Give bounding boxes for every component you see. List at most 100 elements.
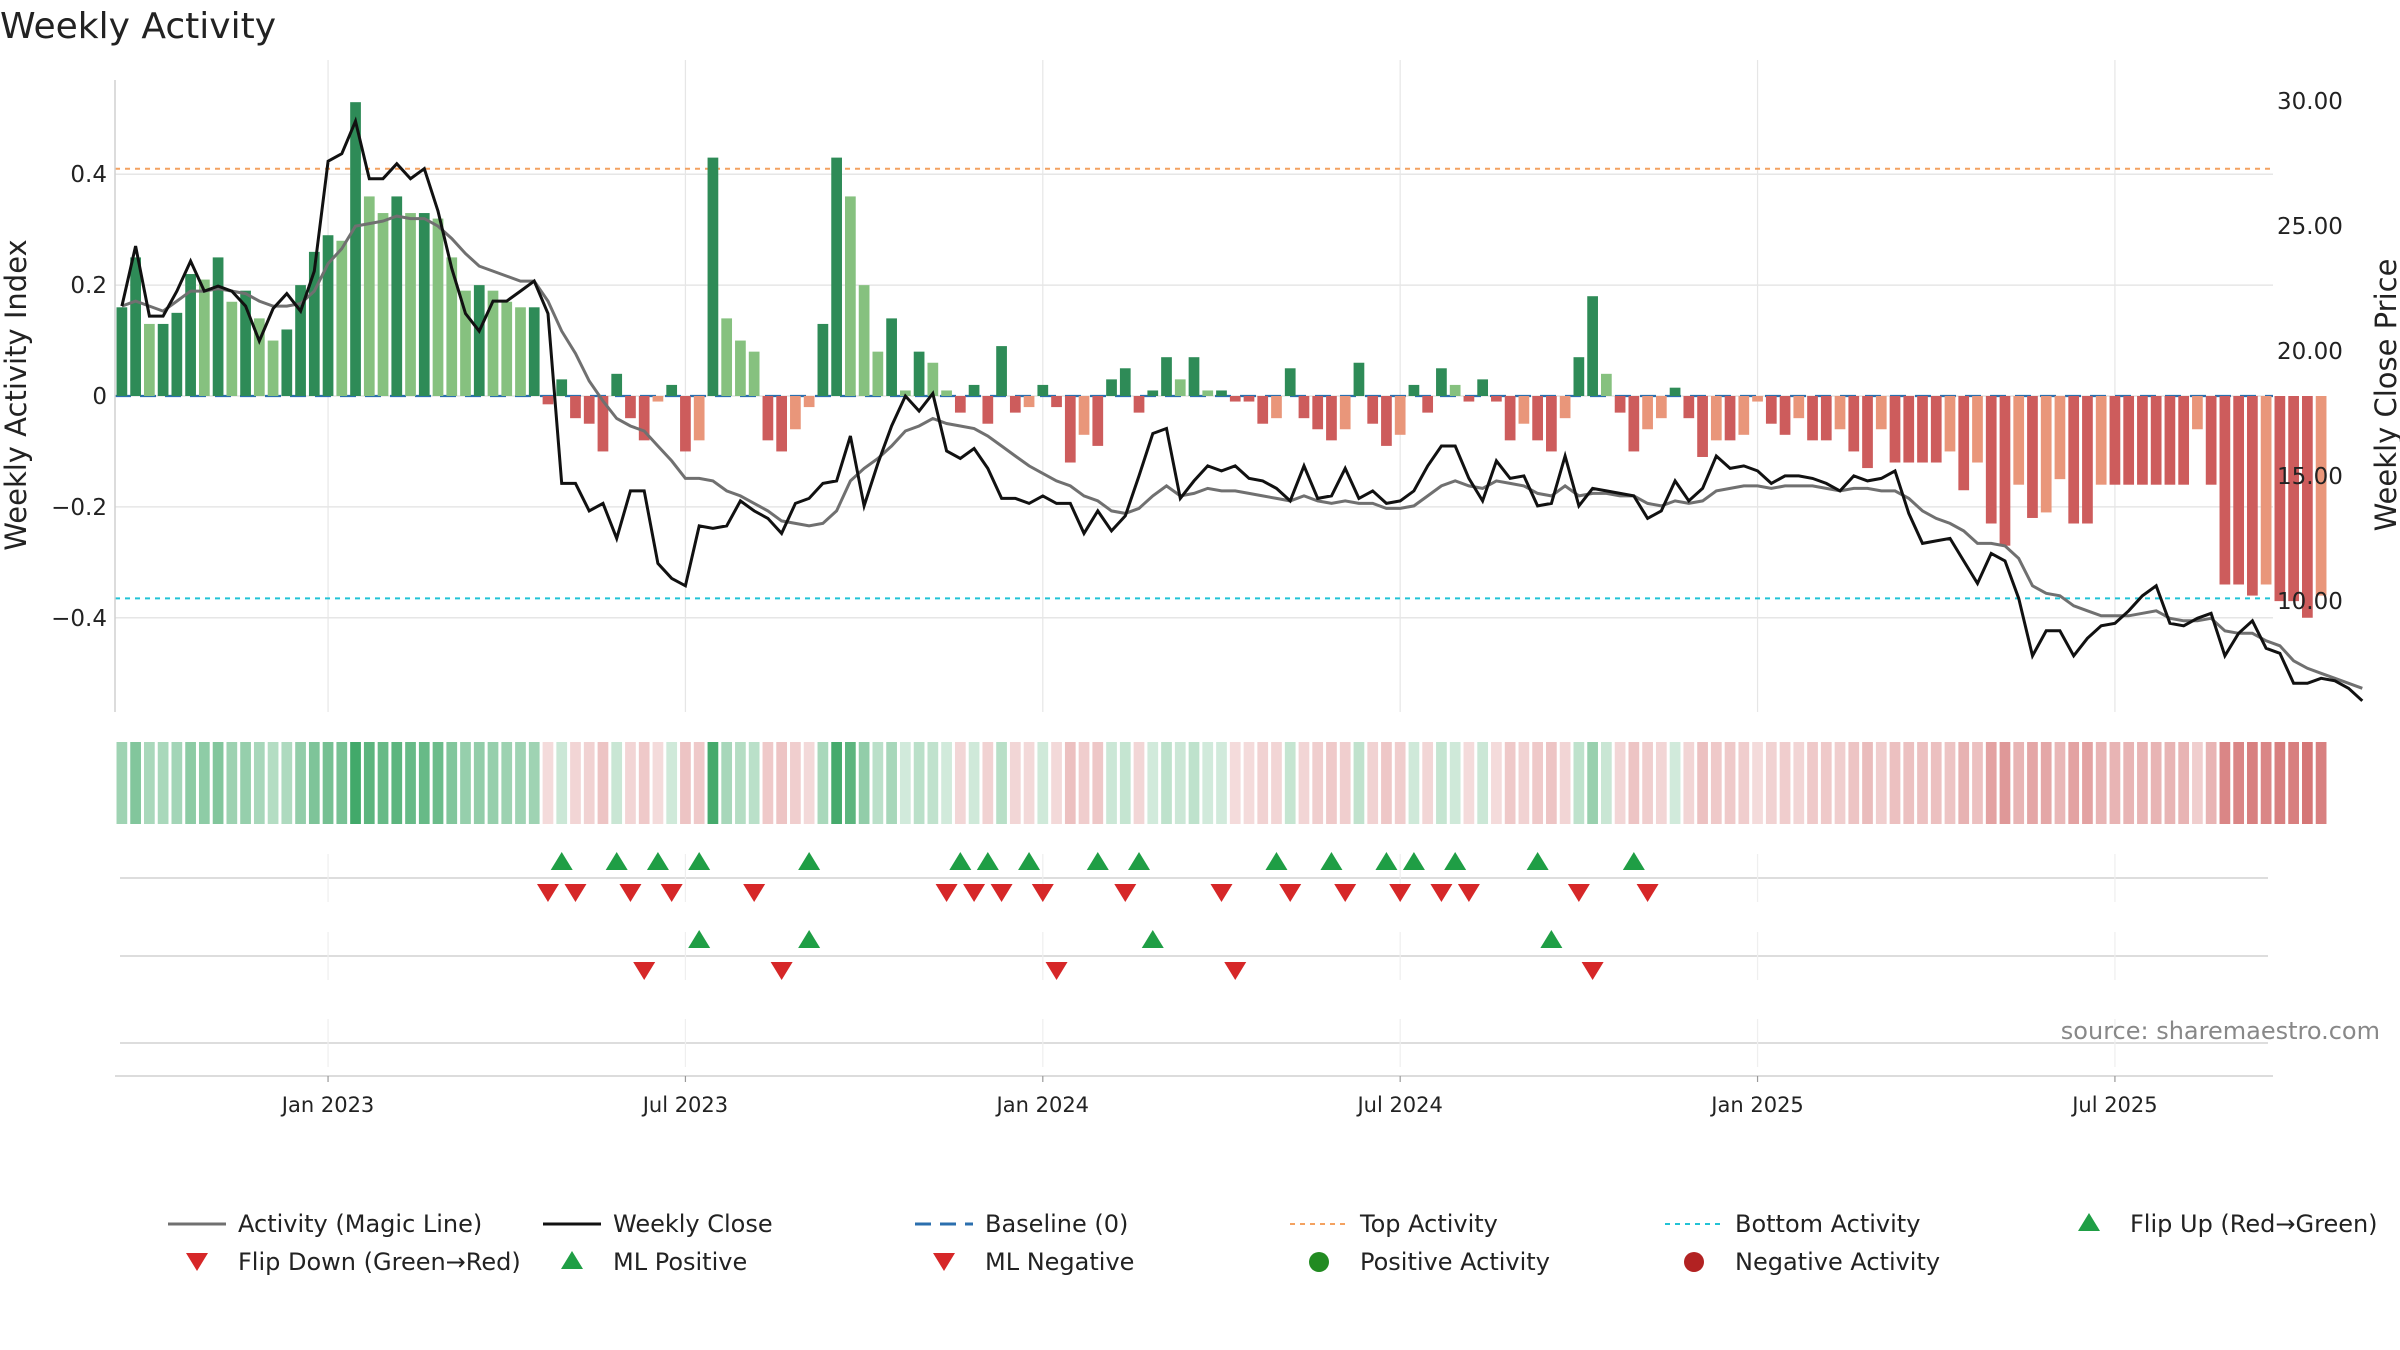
activity-bar [872, 351, 884, 396]
heat-cell [556, 742, 568, 824]
activity-bar [2068, 396, 2080, 524]
heat-cell [1710, 742, 1722, 824]
legend-label: Negative Activity [1735, 1248, 1940, 1276]
heat-cell [2247, 742, 2258, 824]
left-tick-label: 0 [92, 384, 107, 410]
chart-title: Weekly Activity [0, 6, 276, 47]
activity-bar [1683, 396, 1695, 419]
activity-bar [2192, 396, 2203, 430]
heat-cell [583, 742, 595, 824]
heat-cell [2040, 742, 2052, 824]
activity-bar [1958, 396, 1970, 491]
activity-bar [542, 396, 554, 405]
heat-cell [1820, 742, 1832, 824]
activity-bar [927, 362, 939, 396]
flip-up-marker [550, 852, 573, 870]
heat-cell [1683, 742, 1695, 824]
heat-cell [1312, 742, 1324, 824]
heat-cell [597, 742, 609, 824]
activity-bar [1889, 396, 1901, 463]
activity-bar [2082, 396, 2093, 524]
activity-bar [1023, 396, 1035, 408]
activity-bar [308, 251, 320, 396]
activity-bar [391, 196, 403, 396]
activity-bar [680, 396, 691, 452]
activity-bar [803, 396, 815, 408]
heat-cell [2302, 742, 2313, 824]
right-tick-label: 10.00 [2277, 589, 2343, 615]
activity-bar [2260, 396, 2272, 585]
activity-bar [1326, 396, 1337, 441]
activity-bar [198, 279, 210, 396]
heat-cell [528, 742, 540, 824]
activity-bar [1779, 396, 1791, 435]
heat-cell [1202, 742, 1214, 824]
activity-bar [954, 396, 966, 413]
heat-cell [803, 742, 815, 824]
activity-bar [240, 290, 251, 396]
heat-cell [1229, 742, 1241, 824]
activity-bar [2109, 396, 2121, 485]
activity-bar [2178, 396, 2190, 485]
activity-bar [144, 323, 155, 396]
heat-cell [1449, 742, 1461, 824]
flip-down-marker [1430, 884, 1453, 902]
heat-cell [954, 742, 966, 824]
activity-bar [2123, 396, 2135, 485]
flip-up-marker [1622, 852, 1645, 870]
activity-bar [2164, 396, 2176, 485]
flip-down-marker [1636, 884, 1659, 902]
heat-cell [2027, 742, 2038, 824]
activity-bar [418, 213, 430, 396]
heat-cell [1807, 742, 1818, 824]
activity-bar [1862, 396, 1873, 469]
heat-cell [858, 742, 870, 824]
heat-cell [1463, 742, 1475, 824]
activity-bar [1491, 396, 1502, 402]
heat-cell [1381, 742, 1392, 824]
ml-positive-marker [1141, 930, 1164, 948]
activity-bar [405, 213, 416, 396]
flip-down-marker [1389, 884, 1412, 902]
flip-up-marker [1375, 852, 1398, 870]
heat-cell [2013, 742, 2025, 824]
heat-cell [2274, 742, 2286, 824]
heat-cell [144, 742, 155, 824]
activity-bar [1504, 396, 1516, 441]
flip-up-marker [1444, 852, 1467, 870]
legend-label: Bottom Activity [1735, 1210, 1920, 1238]
activity-bar [253, 318, 265, 396]
activity-bar [721, 318, 733, 396]
heat-cell [405, 742, 416, 824]
activity-bar [1985, 396, 1997, 524]
heat-cell [2068, 742, 2080, 824]
heat-cell [1532, 742, 1543, 824]
heat-cell [1518, 742, 1530, 824]
activity-bar [185, 274, 196, 396]
flip-down-marker [990, 884, 1013, 902]
legend-down-triangle-icon [933, 1253, 955, 1271]
heat-cell [1119, 742, 1131, 824]
heat-cell [721, 742, 733, 824]
left-tick-label: −0.4 [51, 606, 107, 632]
activity-bar [693, 396, 705, 441]
flip-down-marker [660, 884, 683, 902]
left-axis-label: Weekly Activity Index [0, 239, 33, 550]
date-tick-label: Jan 2025 [1709, 1093, 1804, 1117]
heat-cell [1422, 742, 1434, 824]
flip-down-marker [1334, 884, 1357, 902]
heat-cell [1298, 742, 1310, 824]
heat-cell [487, 742, 499, 824]
heat-cell [1009, 742, 1021, 824]
flip-down-marker [1031, 884, 1054, 902]
heat-cell [350, 742, 361, 824]
flip-up-marker [976, 852, 999, 870]
activity-bar [1669, 387, 1681, 396]
ml-negative-marker [1224, 962, 1247, 980]
heat-cell [336, 742, 348, 824]
legend-label: ML Positive [613, 1248, 747, 1276]
heat-cell [2137, 742, 2148, 824]
heat-cell [1353, 742, 1365, 824]
left-tick-label: 0.4 [70, 162, 107, 188]
heat-cell [460, 742, 471, 824]
